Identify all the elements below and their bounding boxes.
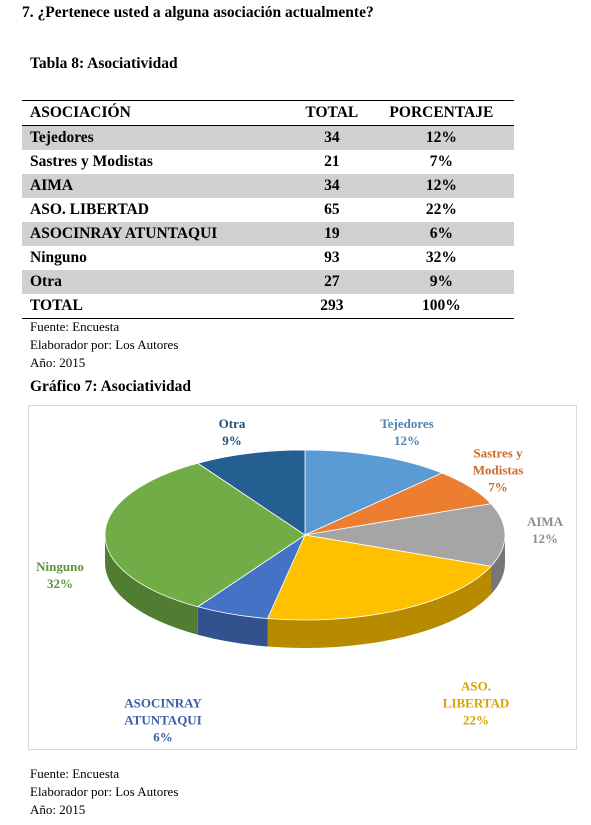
table-cell: 32% — [425, 249, 457, 266]
label-value: 12% — [532, 531, 558, 546]
data-label: Ninguno 32% — [25, 558, 95, 592]
table-cell: 22% — [425, 201, 457, 218]
slice-side — [490, 535, 505, 595]
table-cell: Tejedores — [22, 125, 295, 150]
slice — [304, 503, 506, 567]
slice-side — [197, 606, 268, 647]
table-caption: Tabla 8: Asociatividad — [30, 55, 178, 72]
source-line: Elaborador por: Los Autores — [30, 337, 179, 352]
slice-side — [104, 535, 198, 635]
table-cell: 34 — [294, 174, 369, 198]
table: ASOCIACIÓN TOTAL PORCENTAJE Tejedores 34 12% S… — [22, 100, 514, 319]
slice — [104, 462, 306, 608]
question: 7. ¿Pertenece usted a alguna asociación … — [22, 4, 374, 21]
slice-side — [267, 566, 491, 649]
source-line: Fuente: Encuesta — [30, 319, 120, 334]
label-value: 12% — [394, 433, 420, 448]
table-cell: 65 — [324, 201, 340, 218]
table-cell: Otra — [22, 270, 295, 294]
data-label: ASOCINRAY ATUNTAQUI 6% — [108, 695, 218, 746]
total-cell: 100% — [368, 294, 514, 319]
data-label: AIMA 12% — [515, 513, 575, 547]
source-line: Fuente: Encuesta — [30, 766, 120, 781]
slice — [266, 534, 492, 621]
header-cell: PORCENTAJE — [368, 100, 514, 126]
label-value: 9% — [222, 433, 242, 448]
total-cell: 293 — [294, 294, 369, 319]
table-source: Fuente: Encuesta Elaborador por: Los Auto… — [30, 318, 178, 372]
data-label: Otra 9% — [202, 415, 262, 449]
table-cell: 12% — [368, 125, 514, 150]
table-cell: AIMA — [22, 174, 295, 198]
table-row: AIMA 34 12% — [22, 174, 514, 198]
source-line: Elaborador por: Los Autores — [30, 784, 179, 799]
label-category: ASO. LIBERTAD — [442, 678, 510, 711]
table-cell: 9% — [368, 270, 514, 294]
data-label: Sastres y Modistas 7% — [463, 445, 533, 496]
label-category: Tejedores — [380, 416, 434, 431]
slice — [196, 449, 306, 536]
header-cell: ASOCIACIÓN — [22, 100, 295, 126]
data-label: Tejedores 12% — [357, 415, 457, 449]
table-row: ASO. LIBERTAD 65 22% — [22, 198, 514, 222]
table-cell: 7% — [429, 153, 453, 170]
label-category: Sastres y Modistas — [472, 445, 524, 478]
table-row: Sastres y Modistas 21 7% — [22, 150, 514, 174]
table-cell: 12% — [368, 174, 514, 198]
header-row: ASOCIACIÓN TOTAL PORCENTAJE — [22, 100, 514, 126]
label-category: Otra — [218, 416, 246, 431]
label-value: 32% — [47, 576, 73, 591]
source-line: Año: 2015 — [30, 802, 86, 817]
table-row: Otra 27 9% — [22, 270, 514, 294]
header-cell: TOTAL — [294, 100, 369, 126]
total-cell: TOTAL — [22, 294, 295, 319]
table-cell: 6% — [368, 222, 514, 246]
chart-title: Gráfico 7: Asociatividad — [30, 378, 192, 395]
label-value: 7% — [488, 479, 508, 495]
label-category: AIMA — [526, 514, 564, 529]
table-row: ASOCINRAY ATUNTAQUI 19 6% — [22, 222, 514, 246]
table-cell: 27 — [294, 270, 369, 294]
table-cell: ASO. LIBERTAD — [30, 201, 149, 218]
total-row: TOTAL 293 100% — [22, 294, 514, 319]
slice — [304, 449, 443, 536]
table-cell: ASOCINRAY ATUNTAQUI — [22, 222, 295, 246]
label-value: 6% — [153, 729, 173, 745]
label-category: ASOCINRAY ATUNTAQUI — [124, 695, 202, 728]
table-cell: 21 — [324, 153, 340, 170]
table-cell: 34 — [294, 125, 369, 150]
source-line: Año: 2015 — [30, 355, 86, 370]
table-row: Ninguno 93 32% — [22, 246, 514, 270]
data-label: ASO. LIBERTAD 22% — [436, 678, 516, 729]
table-cell: Ninguno — [30, 249, 87, 266]
label-category: Ninguno — [36, 559, 84, 574]
table-cell: Sastres y Modistas — [30, 153, 153, 170]
label-value: 22% — [463, 712, 489, 728]
table-row: Tejedores 34 12% — [22, 125, 514, 150]
table-cell: 93 — [324, 249, 340, 266]
chart-source: Fuente: Encuesta Elaborador por: Los Auto… — [30, 765, 178, 819]
chart-frame — [28, 405, 577, 750]
table-cell: 19 — [294, 222, 369, 246]
